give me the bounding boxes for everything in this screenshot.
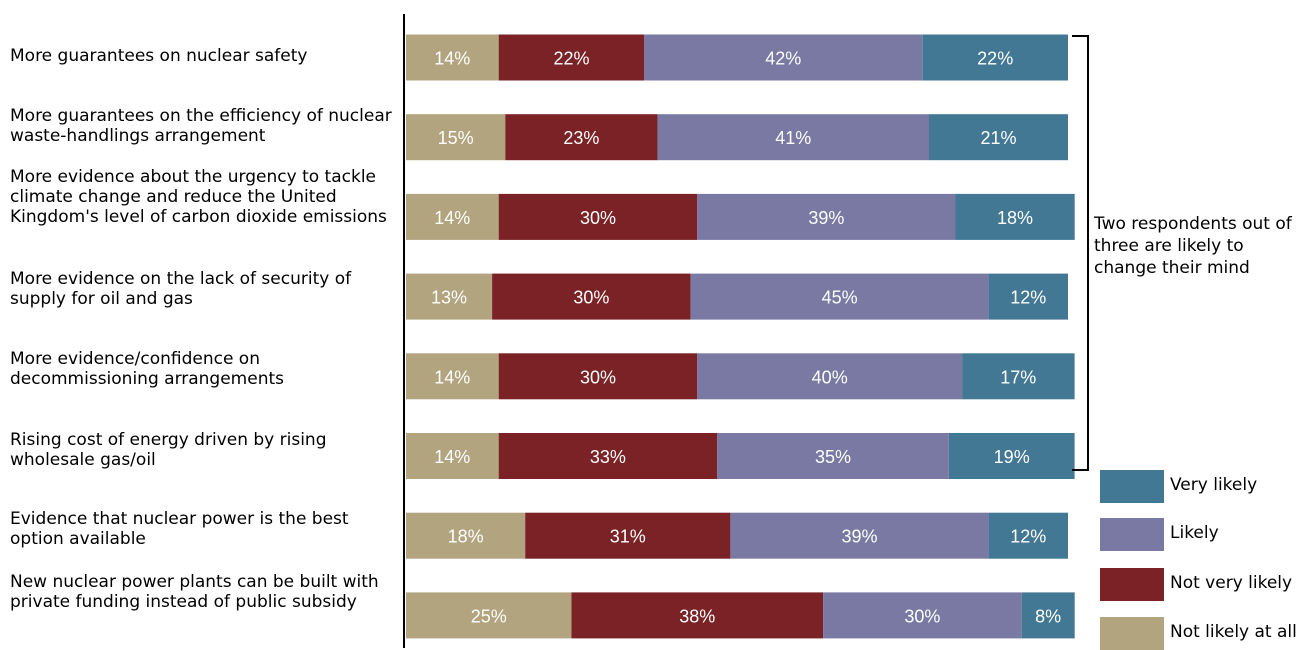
bar-value-label: 14% — [434, 208, 470, 228]
legend-swatch — [1100, 470, 1164, 503]
bar-value-label: 8% — [1035, 606, 1061, 626]
category-label: New nuclear power plants can be built wi… — [10, 572, 379, 612]
bar-segment — [406, 353, 499, 400]
annotation-bracket — [1072, 35, 1089, 471]
bar-value-label: 19% — [994, 447, 1030, 467]
category-label: Rising cost of energy driven by rising w… — [10, 430, 327, 470]
legend-label: Not likely at all — [1170, 622, 1297, 642]
bar-value-label: 12% — [1010, 527, 1046, 547]
category-label: More evidence about the urgency to tackl… — [10, 167, 387, 227]
bar-value-label: 22% — [977, 49, 1013, 69]
bar-value-label: 13% — [431, 288, 467, 308]
bar-segment — [922, 34, 1068, 81]
bar-segment — [492, 273, 691, 320]
bar-segment — [498, 433, 718, 479]
bar-segment — [406, 592, 572, 639]
bar-segment — [929, 114, 1068, 161]
bar-segment — [697, 353, 963, 400]
bar-value-label: 18% — [448, 527, 484, 547]
bar-value-label: 14% — [434, 367, 470, 387]
bar-segment — [406, 193, 499, 240]
bar-value-label: 35% — [815, 447, 851, 467]
category-label: More evidence on the lack of security of… — [10, 269, 352, 309]
bar-segment — [406, 273, 493, 320]
bar-segment — [948, 433, 1075, 479]
bar-value-label: 12% — [1010, 288, 1046, 308]
bar-segment — [406, 512, 526, 559]
bar-segment — [571, 592, 824, 639]
bar-segment — [730, 512, 989, 559]
bar-segment — [690, 273, 989, 320]
bar-segment — [955, 193, 1075, 240]
bar-value-label: 41% — [775, 128, 811, 148]
bar-segment — [498, 353, 698, 400]
bar-value-label: 30% — [580, 208, 616, 228]
bars-layer — [406, 34, 1075, 639]
bar-segment — [1021, 592, 1075, 639]
bar-value-label: 33% — [590, 447, 626, 467]
bar-segment — [823, 592, 1022, 639]
bar-segment — [406, 433, 499, 479]
legend-swatch — [1100, 617, 1164, 650]
bar-value-label: 21% — [980, 128, 1016, 148]
bar-value-label: 22% — [553, 49, 589, 69]
bar-value-label: 17% — [1000, 367, 1036, 387]
bar-value-label: 14% — [434, 49, 470, 69]
bar-value-label: 14% — [434, 447, 470, 467]
bar-segment — [505, 114, 658, 161]
bar-value-label: 45% — [822, 288, 858, 308]
bar-segment — [406, 114, 506, 161]
category-label: More guarantees on nuclear safety — [10, 46, 308, 66]
bar-value-label: 30% — [573, 288, 609, 308]
bar-segment — [525, 512, 731, 559]
bar-segment — [962, 353, 1075, 400]
category-label: More evidence/confidence on decommission… — [10, 349, 285, 389]
bar-segment — [644, 34, 923, 81]
bar-segment — [988, 273, 1068, 320]
bar-segment — [988, 512, 1068, 559]
category-label: More guarantees on the efficiency of nuc… — [10, 106, 392, 146]
bar-value-label: 31% — [610, 527, 646, 547]
bar-value-label: 30% — [580, 367, 616, 387]
bar-segment — [498, 34, 645, 81]
legend-label: Not very likely — [1170, 573, 1293, 593]
legend-swatch — [1100, 568, 1164, 601]
bar-value-label: 40% — [812, 367, 848, 387]
bar-segment — [697, 193, 956, 240]
bar-value-label: 25% — [471, 606, 507, 626]
bar-value-label: 15% — [438, 128, 474, 148]
annotation-text: Two respondents out of three are likely … — [1094, 214, 1292, 278]
bar-value-label: 18% — [997, 208, 1033, 228]
bar-segment — [657, 114, 929, 161]
bar-segment — [406, 34, 499, 81]
legend-label: Very likely — [1170, 475, 1258, 495]
value-labels-layer: 14% 22% 42% 22% 15% 23% 41% 21% 14% 30% 39% 18% 13% 3… — [431, 49, 1061, 627]
bar-segment — [498, 193, 698, 240]
category-label: Evidence that nuclear power is the best … — [10, 509, 349, 549]
bar-value-label: 39% — [841, 527, 877, 547]
legend-label: Likely — [1170, 523, 1219, 543]
bar-value-label: 39% — [808, 208, 844, 228]
bar-value-label: 38% — [679, 606, 715, 626]
legend-swatch — [1100, 518, 1164, 551]
bar-segment — [717, 433, 949, 479]
bar-value-label: 42% — [765, 49, 801, 69]
bar-value-label: 30% — [904, 606, 940, 626]
bar-value-label: 23% — [563, 128, 599, 148]
